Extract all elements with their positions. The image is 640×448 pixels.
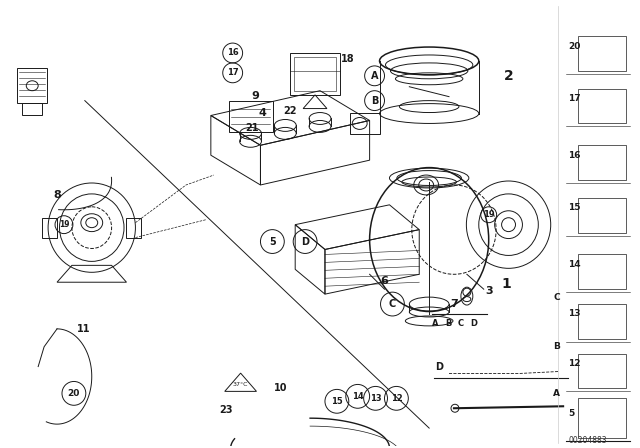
Text: D: D — [435, 362, 443, 371]
Text: 2: 2 — [504, 69, 513, 83]
Text: B: B — [371, 95, 378, 106]
Text: 21: 21 — [244, 123, 259, 134]
Text: A: A — [432, 319, 438, 328]
Text: 9: 9 — [252, 90, 259, 101]
Text: D: D — [301, 237, 309, 246]
Bar — [290, 53, 340, 95]
Text: 3: 3 — [485, 286, 493, 296]
Bar — [22, 103, 42, 115]
Text: 5: 5 — [568, 409, 574, 418]
Bar — [578, 36, 626, 71]
Bar — [578, 145, 626, 180]
Text: 12: 12 — [568, 359, 580, 368]
Bar — [578, 353, 626, 388]
Bar — [127, 218, 141, 237]
Text: C: C — [389, 299, 396, 309]
Bar — [228, 101, 273, 132]
Text: 17: 17 — [227, 69, 239, 78]
Text: 19: 19 — [483, 210, 495, 219]
Bar — [578, 198, 626, 233]
Text: 16: 16 — [227, 48, 239, 57]
Text: 19: 19 — [59, 220, 69, 229]
Text: 14: 14 — [568, 260, 580, 269]
Text: D: D — [470, 319, 477, 328]
Text: 15: 15 — [331, 397, 343, 406]
Bar — [578, 254, 626, 289]
Text: 11: 11 — [77, 324, 91, 334]
Text: 6: 6 — [381, 276, 388, 286]
Bar — [42, 218, 57, 237]
Text: 22: 22 — [284, 106, 297, 116]
Text: 17: 17 — [568, 94, 580, 103]
Bar — [294, 57, 336, 90]
Text: 18: 18 — [341, 54, 355, 64]
Bar — [350, 112, 380, 134]
Text: 20: 20 — [68, 389, 80, 398]
Text: C: C — [458, 319, 464, 328]
Text: A: A — [553, 389, 560, 398]
Bar — [578, 304, 626, 339]
Text: 4: 4 — [259, 108, 266, 117]
Text: 14: 14 — [352, 392, 364, 401]
Bar — [17, 68, 47, 103]
Text: B: B — [553, 342, 560, 351]
Text: 13: 13 — [568, 310, 580, 319]
Text: 10: 10 — [273, 383, 287, 393]
Bar — [578, 398, 626, 438]
Text: A: A — [371, 71, 378, 81]
Text: 8: 8 — [53, 190, 61, 200]
Text: 5: 5 — [269, 237, 276, 246]
Text: 16: 16 — [568, 151, 580, 159]
Text: 15: 15 — [568, 203, 580, 212]
Bar — [578, 89, 626, 124]
Text: 7: 7 — [450, 299, 458, 309]
Text: 12: 12 — [390, 394, 403, 403]
Text: C: C — [553, 293, 560, 302]
Text: 23: 23 — [219, 405, 232, 415]
Text: 00204883: 00204883 — [568, 436, 607, 445]
Text: B: B — [445, 319, 451, 328]
Text: 37°C: 37°C — [233, 382, 248, 387]
Text: 13: 13 — [370, 394, 381, 403]
Text: 20: 20 — [568, 42, 580, 51]
Text: 1: 1 — [502, 277, 511, 291]
